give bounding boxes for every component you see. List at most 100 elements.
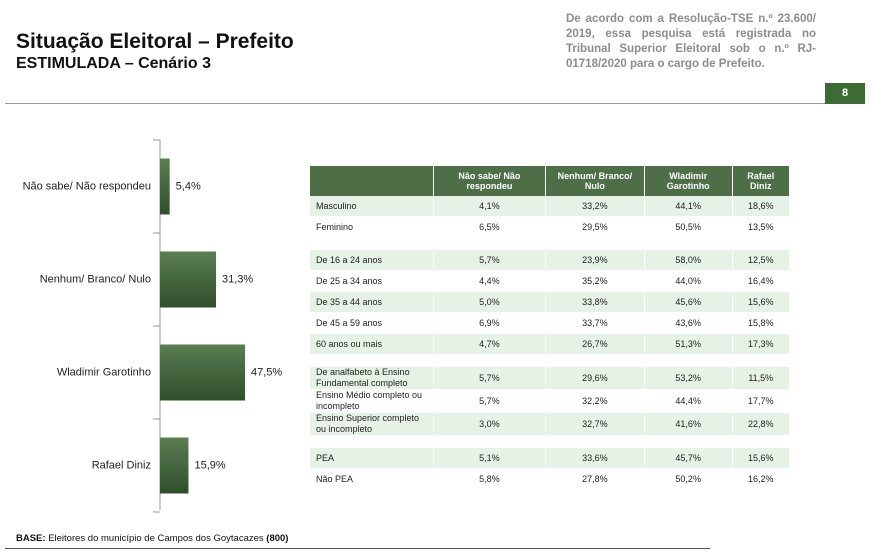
cell: 45,6%: [644, 291, 733, 313]
cell: 4,1%: [433, 196, 546, 217]
table-row: De 16 a 24 anos 5,7% 23,9% 58,0% 12,5%: [310, 249, 791, 271]
cell: 29,6%: [545, 366, 645, 390]
cell: 13,5%: [732, 216, 791, 238]
cell: 51,3%: [644, 333, 733, 355]
cell: 3,0%: [433, 412, 546, 436]
base-text: Eleitores do município de Campos dos Goy…: [48, 533, 264, 544]
column-header: Wladimir Garotinho: [644, 166, 733, 196]
row-label: Masculino: [310, 196, 434, 217]
crosstab-table: Não sabe/ Não respondeu Nenhum/ Branco/ N…: [310, 166, 791, 490]
row-label: Ensino Superior completo ou incompleto: [310, 412, 434, 436]
header-rule: [5, 103, 825, 104]
spacer-cell: [310, 435, 790, 448]
value-label: 31,3%: [222, 273, 253, 285]
column-header: Não sabe/ Não respondeu: [433, 166, 546, 196]
cell: 53,2%: [644, 366, 733, 390]
cell: 43,6%: [644, 312, 733, 334]
row-label: 60 anos ou mais: [310, 333, 434, 355]
row-label: De 25 a 34 anos: [310, 270, 434, 292]
cell: 33,8%: [545, 291, 645, 313]
subtitle: ESTIMULADA – Cenário 3: [16, 55, 211, 72]
row-label: Ensino Médio completo ou incompleto: [310, 389, 434, 413]
base-label: BASE:: [16, 533, 46, 544]
category-label: Rafael Diniz: [92, 459, 151, 471]
spacer-row: [310, 237, 790, 250]
cell: 32,7%: [545, 412, 645, 436]
cell: 44,4%: [644, 389, 733, 413]
cell: 50,5%: [644, 216, 733, 238]
cell: 33,7%: [545, 312, 645, 334]
table-row: Ensino Superior completo ou incompleto 3,…: [310, 412, 791, 436]
bar: [160, 344, 246, 401]
row-label: PEA: [310, 447, 434, 469]
cell: 4,7%: [433, 333, 546, 355]
row-label: Feminino: [310, 216, 434, 238]
value-label: 15,9%: [194, 459, 225, 471]
table-row: De 25 a 34 anos 4,4% 35,2% 44,0% 16,4%: [310, 270, 791, 292]
page-number: 8: [825, 83, 865, 104]
cell: 27,8%: [545, 468, 645, 490]
cell: 17,7%: [732, 389, 791, 413]
category-label: Não sabe/ Não respondeu: [23, 180, 151, 192]
corner-cell: [310, 166, 434, 196]
cell: 44,0%: [644, 270, 733, 292]
table-row: Ensino Médio completo ou incompleto 5,7% 3…: [310, 389, 791, 413]
cell: 23,9%: [545, 249, 645, 271]
table-row: Feminino 6,5% 29,5% 50,5% 13,5%: [310, 216, 791, 238]
table-row: Não PEA 5,8% 27,8% 50,2% 16,2%: [310, 468, 791, 490]
cell: 6,9%: [433, 312, 546, 334]
column-header: Rafael Diniz: [732, 166, 791, 196]
cell: 11,5%: [732, 366, 791, 390]
row-label: De analfabeto à Ensino Fundamental compl…: [310, 366, 434, 390]
cell: 15,6%: [732, 291, 791, 313]
cell: 4,4%: [433, 270, 546, 292]
footer: BASE: Eleitores do município de Campos d…: [16, 533, 288, 544]
cell: 35,2%: [545, 270, 645, 292]
bar: [160, 158, 170, 215]
column-header: Nenhum/ Branco/ Nulo: [545, 166, 645, 196]
registration-note: De acordo com a Resolução-TSE n.º 23.600…: [566, 13, 816, 70]
row-label: De 45 a 59 anos: [310, 312, 434, 334]
footer-rule: [5, 548, 710, 549]
cell: 5,7%: [433, 389, 546, 413]
value-label: 47,5%: [251, 366, 282, 378]
row-label: De 16 a 24 anos: [310, 249, 434, 271]
title: Situação Eleitoral – Prefeito: [16, 30, 294, 53]
cell: 41,6%: [644, 412, 733, 436]
bar-chart: Não sabe/ Não respondeu 5,4% Nenhum/ Branc…: [23, 139, 282, 513]
bar: [160, 437, 189, 494]
cell: 16,2%: [732, 468, 791, 490]
row-label: Não PEA: [310, 468, 434, 490]
table-row: De 45 a 59 anos 6,9% 33,7% 43,6% 15,8%: [310, 312, 791, 334]
cell: 32,2%: [545, 389, 645, 413]
cell: 22,8%: [732, 412, 791, 436]
base-count: (800): [266, 533, 289, 544]
category-label: Nenhum/ Branco/ Nulo: [40, 273, 151, 285]
bar: [160, 251, 217, 308]
table-row: 60 anos ou mais 4,7% 26,7% 51,3% 17,3%: [310, 333, 791, 355]
cell: 33,2%: [545, 196, 645, 217]
cell: 15,6%: [732, 447, 791, 469]
cell: 18,6%: [732, 196, 791, 217]
row-label: De 35 a 44 anos: [310, 291, 434, 313]
cell: 58,0%: [644, 249, 733, 271]
cell: 33,6%: [545, 447, 645, 469]
cell: 45,7%: [644, 447, 733, 469]
spacer-cell: [310, 237, 790, 250]
table-row: De 35 a 44 anos 5,0% 33,8% 45,6% 15,6%: [310, 291, 791, 313]
cell: 5,1%: [433, 447, 546, 469]
spacer-row: [310, 354, 790, 367]
spacer-row: [310, 435, 790, 448]
header-row: Não sabe/ Não respondeu Nenhum/ Branco/ N…: [310, 166, 791, 196]
cell: 17,3%: [732, 333, 791, 355]
cell: 5,8%: [433, 468, 546, 490]
table-row: De analfabeto à Ensino Fundamental compl…: [310, 366, 791, 390]
cell: 5,7%: [433, 366, 546, 390]
spacer-cell: [310, 354, 790, 367]
cell: 6,5%: [433, 216, 546, 238]
cell: 5,0%: [433, 291, 546, 313]
cell: 16,4%: [732, 270, 791, 292]
table-row: PEA 5,1% 33,6% 45,7% 15,6%: [310, 447, 791, 469]
table-row: Masculino 4,1% 33,2% 44,1% 18,6%: [310, 196, 791, 217]
